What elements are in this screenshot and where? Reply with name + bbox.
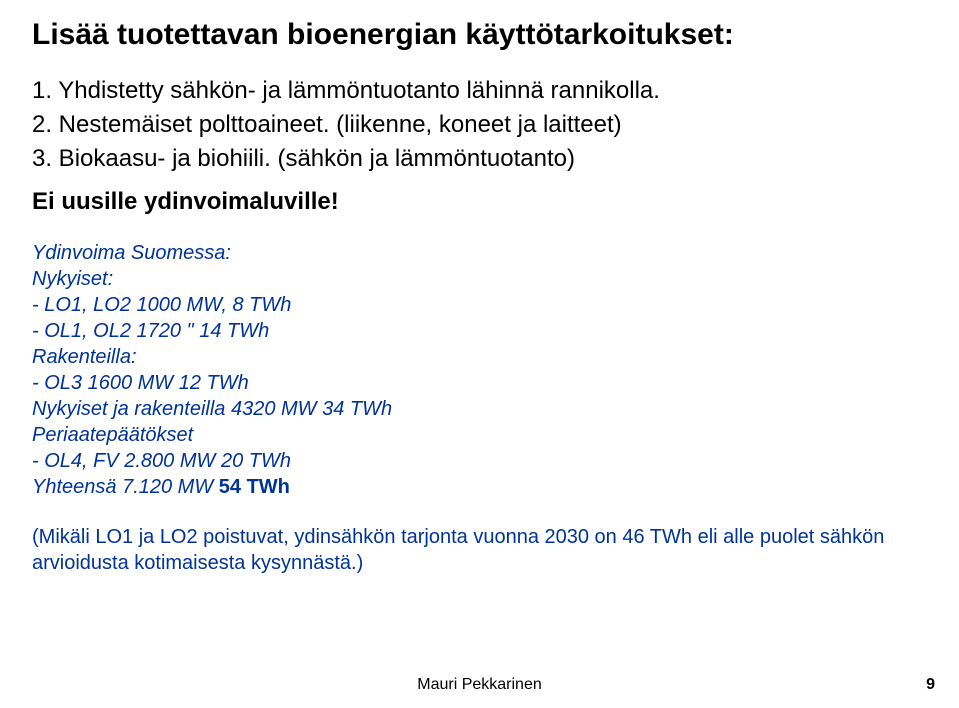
slide-page: Lisää tuotettavan bioenergian käyttötark… — [0, 0, 959, 708]
nuclear-sum: Nykyiset ja rakenteilla 4320 MW 34 TWh — [32, 396, 927, 422]
note-text: (Mikäli LO1 ja LO2 poistuvat, ydinsähkön… — [32, 526, 884, 574]
footer-author: Mauri Pekkarinen — [0, 676, 959, 694]
nuclear-principle-item: - OL4, FV 2.800 MW 20 TWh — [32, 448, 927, 474]
nuclear-construction-label: Rakenteilla: — [32, 344, 927, 370]
nuclear-current-item: - LO1, LO2 1000 MW, 8 TWh — [32, 292, 927, 318]
nuclear-total-bold: 54 TWh — [219, 476, 290, 498]
nuclear-total-prefix: Yhteensä 7.120 MW — [32, 476, 219, 498]
list-item: 3. Biokaasu- ja biohiili. (sähkön ja läm… — [32, 143, 927, 175]
nuclear-block: Ydinvoima Suomessa: Nykyiset: - LO1, LO2… — [32, 240, 927, 500]
nuclear-total: Yhteensä 7.120 MW 54 TWh — [32, 474, 927, 500]
nuclear-principle-label: Periaatepäätökset — [32, 422, 927, 448]
subheading: Ei uusille ydinvoimaluville! — [32, 188, 927, 216]
list-item: 1. Yhdistetty sähkön- ja lämmöntuotanto … — [32, 75, 927, 107]
note-block: (Mikäli LO1 ja LO2 poistuvat, ydinsähkön… — [32, 524, 927, 576]
slide-title: Lisää tuotettavan bioenergian käyttötark… — [32, 18, 927, 53]
page-number: 9 — [926, 676, 935, 694]
nuclear-construction-item: - OL3 1600 MW 12 TWh — [32, 370, 927, 396]
numbered-list: 1. Yhdistetty sähkön- ja lämmöntuotanto … — [32, 75, 927, 176]
nuclear-heading: Ydinvoima Suomessa: — [32, 240, 927, 266]
nuclear-current-item: - OL1, OL2 1720 " 14 TWh — [32, 318, 927, 344]
list-item: 2. Nestemäiset polttoaineet. (liikenne, … — [32, 109, 927, 141]
nuclear-current-label: Nykyiset: — [32, 266, 927, 292]
